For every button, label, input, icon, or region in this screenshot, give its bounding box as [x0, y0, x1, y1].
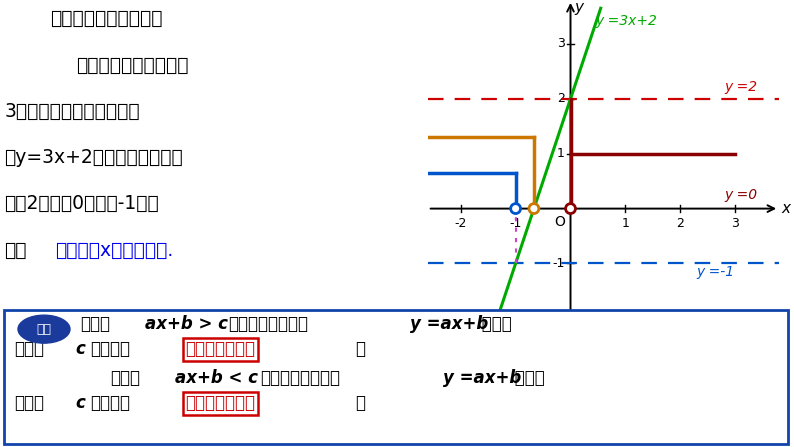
Text: c: c [75, 394, 85, 412]
Text: 的函数: 的函数 [476, 315, 512, 333]
Text: y =3x+2: y =3x+2 [596, 14, 657, 28]
Text: 不等式: 不等式 [80, 315, 110, 333]
Text: 从函数的角度看，解这: 从函数的角度看，解这 [75, 55, 188, 75]
Text: 1: 1 [557, 147, 565, 160]
Text: y =ax+b: y =ax+b [410, 315, 488, 333]
Text: 的对应的: 的对应的 [90, 340, 130, 358]
Text: y =-1: y =-1 [697, 265, 735, 278]
FancyBboxPatch shape [4, 310, 788, 444]
Text: 的解集就是使函数: 的解集就是使函数 [260, 369, 340, 387]
Text: ；: ； [355, 340, 365, 358]
Circle shape [529, 204, 539, 214]
Text: y =ax+b: y =ax+b [443, 369, 521, 387]
Text: 2: 2 [557, 93, 565, 105]
Text: ax+b > c: ax+b > c [145, 315, 228, 333]
Text: O: O [554, 215, 565, 229]
Text: 的解集就是使函数: 的解集就是使函数 [228, 315, 308, 333]
Text: -2: -2 [454, 217, 467, 230]
Text: 自变量取值范围: 自变量取值范围 [185, 340, 255, 358]
Text: 数y=3x+2的函数值分别满足: 数y=3x+2的函数值分别满足 [4, 148, 183, 167]
Circle shape [511, 204, 521, 214]
Text: 的函数: 的函数 [509, 369, 545, 387]
Text: -1: -1 [553, 257, 565, 270]
Text: 归纳: 归纳 [37, 323, 52, 336]
Text: ．: ． [355, 394, 365, 412]
Text: y =0: y =0 [724, 188, 757, 202]
Text: 2: 2 [676, 217, 684, 230]
Text: 值小于: 值小于 [14, 394, 44, 412]
Text: 求自变量x的取值范围.: 求自变量x的取值范围. [55, 240, 173, 260]
Text: c: c [75, 340, 85, 358]
Text: 1: 1 [622, 217, 630, 230]
Text: 3个不等式相当于在一次函: 3个不等式相当于在一次函 [4, 102, 140, 121]
Text: 大于2、小于0、小于-1的点: 大于2、小于0、小于-1的点 [4, 194, 159, 213]
Text: ax+b < c: ax+b < c [175, 369, 258, 387]
Text: 时，: 时， [4, 240, 27, 260]
Text: 自变量取值范围: 自变量取值范围 [185, 394, 255, 412]
Text: x: x [782, 201, 791, 216]
Text: 3: 3 [731, 217, 739, 230]
Text: 函数图象如右图所示：: 函数图象如右图所示： [51, 9, 163, 28]
Text: 的对应的: 的对应的 [90, 394, 130, 412]
Ellipse shape [18, 315, 70, 343]
Text: 值大于: 值大于 [14, 340, 44, 358]
Text: -1: -1 [510, 217, 522, 230]
Text: y: y [574, 0, 584, 15]
Text: y =2: y =2 [724, 80, 757, 93]
Circle shape [565, 204, 576, 214]
Text: 不等式: 不等式 [110, 369, 140, 387]
Text: 3: 3 [557, 38, 565, 51]
